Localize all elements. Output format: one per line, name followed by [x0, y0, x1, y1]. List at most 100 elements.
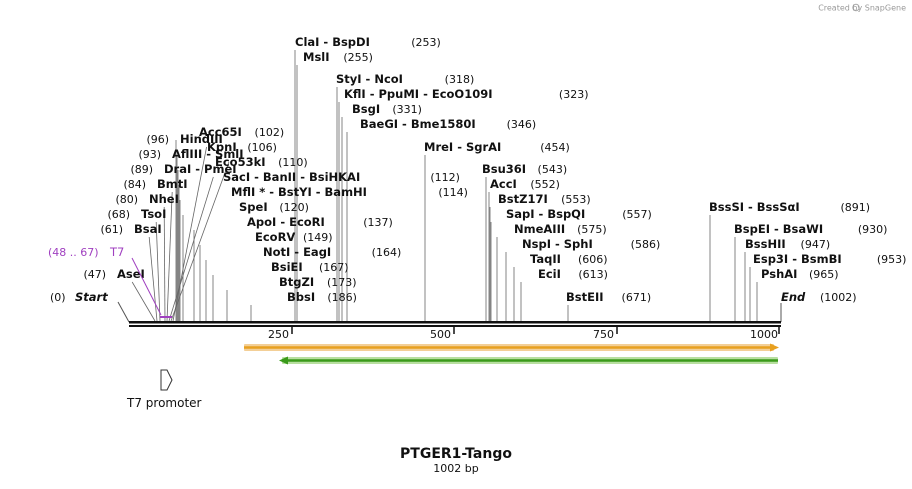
- enzyme-site-noti[interactable]: NotI - EagI (164): [263, 245, 401, 259]
- t7-promoter-label: T7 promoter: [126, 396, 202, 410]
- enzyme-position: (112): [430, 171, 460, 184]
- enzyme-name: BsaI: [134, 222, 162, 236]
- enzyme-position: (89): [130, 163, 153, 176]
- enzyme-site-bsai[interactable]: (61) BsaI: [100, 222, 161, 236]
- enzyme-site-bmti[interactable]: (84) BmtI: [123, 177, 187, 191]
- backbone-bottom-strand: [129, 325, 781, 327]
- promoter-arrow-icon: [160, 369, 173, 391]
- enzyme-position: (110): [278, 156, 308, 169]
- enzyme-site-taqii[interactable]: TaqII (606): [530, 252, 608, 266]
- enzyme-name: NspI - SphI: [522, 237, 593, 251]
- enzyme-position: (930): [858, 223, 888, 236]
- enzyme-position: (552): [530, 178, 560, 191]
- t7-promoter-feature[interactable]: T7 promoter: [126, 369, 202, 410]
- enzyme-site-hindiii[interactable]: (96) HindIII: [146, 132, 222, 146]
- start-text: Start: [75, 290, 108, 304]
- enzyme-site-nspi[interactable]: NspI - SphI (586): [522, 237, 660, 251]
- enzyme-position: (61): [100, 223, 123, 236]
- enzyme-site-msli[interactable]: MslI (255): [303, 50, 373, 64]
- enzyme-site-bsssi[interactable]: BssSI - BssSαI (891): [709, 200, 870, 214]
- enzyme-site-pshai[interactable]: PshAI (965): [761, 267, 839, 281]
- enzyme-position: (120): [279, 201, 309, 214]
- enzyme-site-acci[interactable]: AccI (552): [490, 177, 560, 191]
- enzyme-position: (255): [343, 51, 373, 64]
- end-text: End: [781, 290, 806, 304]
- enzyme-site-spei[interactable]: SpeI (120): [239, 200, 309, 214]
- enzyme-leader-line: [170, 161, 230, 322]
- enzyme-name: SacI - BanII - BsiHKAI: [223, 170, 360, 184]
- enzyme-site-esp3i[interactable]: Esp3I - BsmBI (953): [753, 252, 906, 266]
- watermark-text: Created by SnapGene: [818, 4, 906, 13]
- enzyme-position: (47): [83, 268, 106, 281]
- enzyme-name: BmtI: [157, 177, 188, 191]
- enzyme-site-mfli[interactable]: MflI * - BstYI - BamHI (114): [231, 185, 468, 199]
- enzyme-site-mrei[interactable]: MreI - SgrAI (454): [424, 140, 570, 154]
- enzyme-site-bspei[interactable]: BspEI - BsaWI (930): [734, 222, 887, 236]
- enzyme-name: ApoI - EcoRI: [247, 215, 325, 229]
- enzyme-position: (164): [372, 246, 402, 259]
- enzyme-site-drai[interactable]: (89) DraI - PmeI: [130, 162, 236, 176]
- feature-orange-arrow[interactable]: [244, 343, 779, 352]
- enzyme-site-afliii[interactable]: (93) AflIII - SmlI: [138, 147, 243, 161]
- enzyme-site-acc65i[interactable]: Acc65I (102): [199, 125, 284, 139]
- enzyme-position: (68): [107, 208, 130, 221]
- tick-label-250: 250: [268, 328, 289, 341]
- enzyme-name: Eco53kI: [215, 155, 266, 169]
- enzyme-site-ecii[interactable]: EciI (613): [538, 267, 608, 281]
- enzyme-site-nhei[interactable]: (80) NheI: [115, 192, 178, 206]
- feature-green-arrow[interactable]: [279, 356, 778, 365]
- enzyme-site-saci[interactable]: SacI - BanII - BsiHKAI (112): [223, 170, 460, 184]
- enzyme-site-styi[interactable]: StyI - NcoI (318): [336, 72, 474, 86]
- enzyme-site-kpni[interactable]: KpnI (106): [207, 140, 277, 154]
- enzyme-leader-line: [168, 176, 214, 322]
- enzyme-site-kfli[interactable]: KflI - PpuMI - EcoO109I (323): [344, 87, 589, 101]
- enzyme-position: (137): [363, 216, 393, 229]
- enzyme-position: (323): [559, 88, 589, 101]
- enzyme-position: (102): [255, 126, 285, 139]
- primer-mark: [160, 316, 172, 318]
- enzyme-name: BssSI - BssSαI: [709, 200, 800, 214]
- enzyme-site-apoi[interactable]: ApoI - EcoRI (137): [247, 215, 393, 229]
- backbone-top-strand: [129, 321, 781, 324]
- enzyme-leader-line: [163, 206, 166, 322]
- enzyme-site-bbsi[interactable]: BbsI (186): [287, 290, 357, 304]
- enzyme-leader-line: [131, 281, 156, 322]
- orange-arrow-head: [770, 343, 779, 352]
- enzyme-leader-line: [148, 236, 158, 322]
- enzyme-position: (557): [622, 208, 652, 221]
- enzyme-site-asei[interactable]: (47) AseI: [83, 267, 144, 281]
- primer-name: T7: [109, 245, 124, 259]
- enzyme-site-bsu36i[interactable]: Bsu36I (543): [482, 162, 567, 176]
- primer-binding-site-t7[interactable]: (48 .. 67) T7: [48, 245, 172, 318]
- enzyme-site-eco53ki[interactable]: Eco53kI (110): [215, 155, 308, 169]
- enzyme-name: TsoI: [141, 207, 166, 221]
- enzyme-name: MflI * - BstYI - BamHI: [231, 185, 367, 199]
- ruler: 250 500 750 1000: [268, 327, 780, 341]
- enzyme-name: MslI: [303, 50, 330, 64]
- enzyme-position: (947): [801, 238, 831, 251]
- enzyme-site-btgzi[interactable]: BtgZI (173): [279, 275, 357, 289]
- enzyme-name: BtgZI: [279, 275, 314, 289]
- sequence-name: PTGER1-Tango: [400, 446, 512, 462]
- enzyme-site-clai[interactable]: ClaI - BspDI (253): [295, 35, 441, 49]
- enzyme-site-bsteii[interactable]: BstEII (671): [566, 290, 651, 304]
- enzyme-position: (318): [445, 73, 475, 86]
- sequence-backbone: [129, 321, 781, 327]
- enzyme-site-baegi[interactable]: BaeGI - Bme1580I (346): [360, 117, 536, 131]
- enzyme-site-sapi[interactable]: SapI - BspQI (557): [506, 207, 652, 221]
- enzyme-leader-lines: [131, 50, 758, 322]
- enzyme-name: NmeAIII: [514, 222, 565, 236]
- primer-leader-line: [131, 257, 162, 316]
- enzyme-name: ClaI - BspDI: [295, 35, 370, 49]
- enzyme-site-bstz17i[interactable]: BstZ17I (553): [498, 192, 591, 206]
- enzyme-site-nmeaiii[interactable]: NmeAIII (575): [514, 222, 607, 236]
- enzyme-site-bsgi[interactable]: BsgI (331): [352, 102, 422, 116]
- enzyme-site-bsiei[interactable]: BsiEI (167): [271, 260, 349, 274]
- enzyme-site-tsoi[interactable]: (68) TsoI: [107, 207, 166, 221]
- enzyme-site-bsshii[interactable]: BssHII (947): [745, 237, 830, 251]
- start-position: (0): [50, 291, 66, 304]
- snapgene-logo-icon: [852, 3, 860, 12]
- tick-label-750: 750: [593, 328, 614, 341]
- enzyme-site-ecorv[interactable]: EcoRV (149): [255, 230, 333, 244]
